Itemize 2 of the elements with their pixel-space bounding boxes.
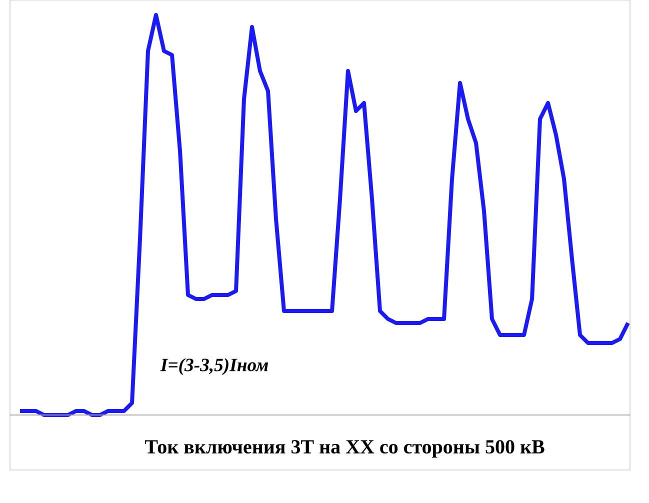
annotation: I=(3-3,5)Iном — [160, 358, 268, 376]
text: Ток включения 3Т на ХХ со стороны 500 кВ — [144, 440, 544, 458]
